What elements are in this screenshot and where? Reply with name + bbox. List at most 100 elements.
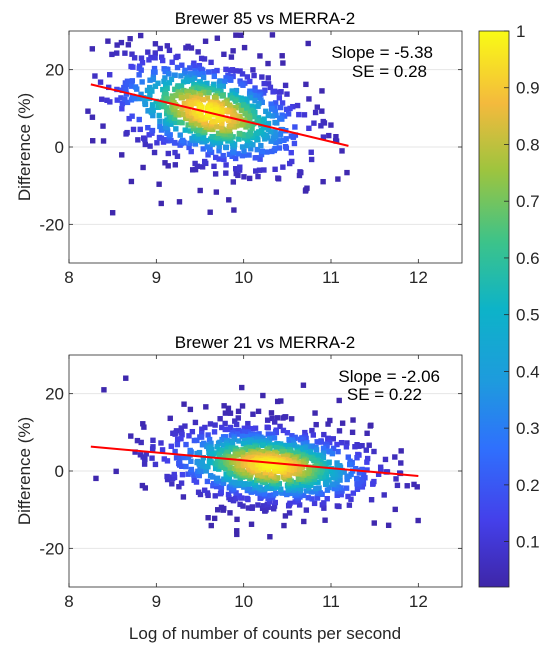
scatter-point (208, 459, 214, 465)
scatter-point (326, 477, 332, 483)
scatter-point (164, 128, 171, 134)
scatter-point (284, 91, 290, 97)
scatter-point (248, 146, 254, 152)
scatter-point (172, 72, 178, 78)
scatter-point (318, 123, 324, 129)
scatter-point (277, 138, 283, 144)
scatter-point (179, 94, 185, 101)
scatter-point (274, 398, 281, 405)
scatter-point (295, 450, 301, 457)
scatter-point (213, 483, 220, 490)
x-axis-label: Log of number of counts per second (129, 624, 401, 643)
scatter-point (296, 502, 303, 508)
scatter-point (101, 387, 107, 393)
scatter-point (295, 476, 302, 482)
scatter-point (155, 80, 161, 86)
scatter-point (200, 441, 206, 448)
scatter-point (205, 515, 211, 521)
scatter-point (246, 152, 252, 158)
scatter-point (249, 125, 255, 131)
scatter-point (223, 471, 229, 477)
scatter-point (326, 132, 332, 139)
scatter-point (242, 441, 248, 447)
scatter-point (189, 77, 195, 83)
scatter-point (280, 60, 286, 66)
scatter-point (208, 59, 214, 66)
scatter-point (213, 95, 219, 102)
scatter-point (104, 97, 110, 103)
scatter-point (229, 88, 235, 94)
scatter-point (207, 421, 214, 427)
scatter-point (378, 466, 384, 473)
scatter-point (255, 173, 261, 180)
scatter-point (269, 32, 276, 38)
scatter-point (272, 146, 278, 152)
scatter-point (194, 121, 200, 127)
scatter-point (205, 432, 211, 438)
scatter-point (326, 460, 332, 466)
scatter-point (279, 53, 285, 59)
scatter-point (134, 86, 140, 92)
scatter-point (207, 209, 213, 215)
scatter-point (211, 515, 218, 522)
scatter-point (252, 155, 258, 161)
scatter-point (347, 458, 353, 464)
scatter-point (313, 421, 319, 428)
scatter-point (168, 137, 174, 144)
scatter-point (298, 475, 305, 481)
scatter-point (201, 56, 208, 62)
scatter-point (330, 436, 336, 442)
scatter-point (249, 445, 255, 451)
scatter-point (263, 108, 269, 114)
scatter-point (203, 468, 209, 474)
scatter-point (196, 71, 203, 77)
scatter-point (265, 81, 272, 87)
scatter-point (257, 156, 263, 162)
scatter-point (336, 397, 342, 404)
scatter-point (138, 439, 144, 446)
scatter-point (200, 134, 207, 141)
scatter-point (157, 118, 163, 124)
scatter-point (199, 164, 206, 170)
scatter-point (244, 495, 250, 502)
scatter-point (213, 154, 219, 161)
scatter-point (235, 427, 242, 434)
slope-annotation-bottom: Slope = -2.06 (338, 367, 440, 386)
scatter-point (203, 404, 209, 410)
scatter-point (268, 101, 274, 107)
scatter-point (222, 434, 229, 440)
scatter-point (292, 124, 298, 130)
scatter-point (264, 417, 271, 423)
scatter-point (204, 490, 211, 496)
scatter-point (139, 79, 145, 85)
x-tick-label: 9 (152, 592, 161, 611)
scatter-point (181, 111, 187, 117)
scatter-point (344, 473, 350, 480)
scatter-point (173, 103, 180, 109)
scatter-point (247, 129, 253, 135)
scatter-point (172, 86, 178, 93)
scatter-point (198, 105, 204, 112)
scatter-point (221, 403, 227, 409)
scatter-point (330, 445, 337, 452)
scatter-point (162, 75, 168, 81)
scatter-point (244, 132, 251, 138)
colorbar-tick-label: 0.9 (516, 79, 540, 98)
scatter-point (161, 78, 167, 85)
scatter-point (193, 133, 199, 140)
scatter-point (327, 466, 333, 473)
scatter-point (209, 87, 215, 93)
scatter-point (282, 82, 289, 89)
scatter-point (333, 133, 339, 140)
scatter-point (225, 491, 232, 498)
scatter-point (309, 464, 316, 471)
scatter-point (128, 178, 135, 185)
scatter-point (350, 490, 357, 496)
scatter-point (382, 456, 389, 463)
y-ticks-top: 20 0 -20 (39, 61, 462, 234)
scatter-point (335, 448, 341, 455)
scatter-point (295, 466, 301, 472)
scatter-point (277, 115, 283, 121)
scatter-point (214, 460, 221, 466)
scatter-point (355, 451, 361, 458)
